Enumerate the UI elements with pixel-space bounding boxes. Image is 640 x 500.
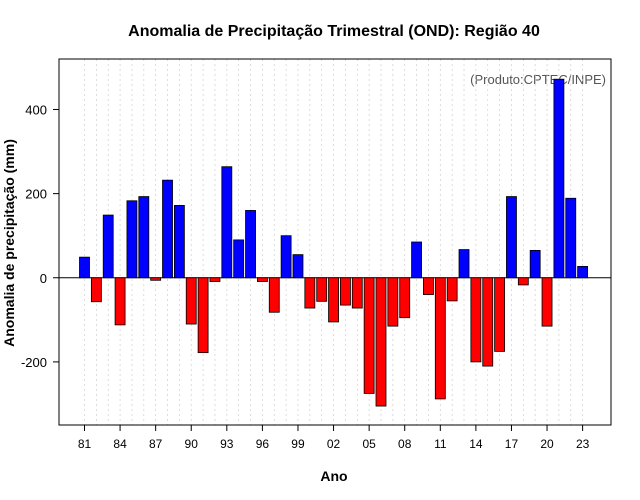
- bar-1982: [90, 277, 102, 303]
- bar-2000: [304, 277, 316, 309]
- bars: [79, 78, 589, 407]
- bar-2007: [387, 277, 399, 327]
- bar-2001: [316, 277, 328, 302]
- bar-1985: [126, 200, 138, 279]
- x-tick-label-14: 14: [469, 437, 483, 451]
- bar-1983: [102, 214, 114, 279]
- product-credit: (Produto:CPTEC/INPE): [470, 72, 606, 87]
- bar-2015: [482, 277, 494, 367]
- x-tick-label-96: 96: [256, 437, 270, 451]
- bar-1988: [162, 179, 173, 279]
- bar-2018: [517, 277, 529, 286]
- x-tick-label-08: 08: [398, 437, 412, 451]
- x-tick-label-81: 81: [78, 437, 92, 451]
- plot-area-frame: [58, 58, 612, 426]
- x-tick-label-93: 93: [220, 437, 234, 451]
- bar-2019: [529, 250, 541, 279]
- bar-2003: [340, 277, 351, 306]
- y-tick-label-0: 0: [40, 271, 47, 286]
- bar-2020: [541, 277, 553, 327]
- bar-1992: [209, 277, 221, 282]
- x-tick-label-87: 87: [149, 437, 163, 451]
- x-tick-label-20: 20: [540, 437, 554, 451]
- bar-1987: [150, 277, 162, 281]
- x-tick-label-05: 05: [362, 437, 376, 451]
- bar-2016: [494, 277, 506, 352]
- bar-1994: [233, 239, 245, 279]
- bar-2011: [434, 277, 446, 400]
- bar-2008: [399, 277, 411, 319]
- bar-2004: [351, 277, 363, 309]
- bar-2006: [375, 277, 387, 407]
- x-tick-label-02: 02: [327, 437, 341, 451]
- y-tick-label--200: -200: [21, 355, 47, 370]
- x-tick-label-23: 23: [576, 437, 590, 451]
- bar-1995: [245, 210, 256, 279]
- bar-2021: [553, 78, 565, 279]
- gridlines: [84, 59, 583, 425]
- x-tick-label-11: 11: [434, 437, 447, 451]
- x-axis: 81 84 87 90 93 96 99 02 05 08 11 14 17 20 23: [78, 425, 590, 451]
- bar-2012: [446, 277, 458, 302]
- x-axis-title: Ano: [320, 468, 347, 484]
- bar-1981: [79, 256, 90, 279]
- bar-2013: [458, 249, 470, 279]
- bar-1993: [221, 166, 233, 279]
- bar-2002: [328, 277, 339, 323]
- bar-2010: [423, 277, 434, 295]
- x-tick-label-99: 99: [291, 437, 305, 451]
- x-tick-label-90: 90: [185, 437, 199, 451]
- x-tick-label-84: 84: [113, 437, 127, 451]
- bar-1999: [292, 254, 304, 279]
- y-axis-title: Anomalia de precipitação (mm): [1, 139, 17, 347]
- bar-2005: [363, 277, 375, 394]
- bar-1991: [197, 277, 209, 354]
- bar-1997: [268, 277, 280, 313]
- y-tick-label-400: 400: [25, 102, 47, 117]
- bar-2017: [506, 196, 517, 279]
- bar-1998: [280, 235, 292, 279]
- bar-2023: [577, 265, 589, 279]
- chart-title: Anomalia de Precipitação Trimestral (OND…: [128, 23, 540, 40]
- bar-1990: [185, 277, 197, 325]
- bar-2009: [411, 241, 422, 279]
- bar-1996: [256, 277, 268, 282]
- bar-2022: [565, 197, 577, 279]
- bar-1986: [138, 196, 150, 279]
- bar-2014: [470, 277, 482, 363]
- x-tick-label-17: 17: [505, 437, 519, 451]
- y-tick-label-200: 200: [25, 187, 47, 202]
- y-axis: -200 0 200 400: [21, 102, 59, 370]
- bar-1984: [114, 277, 126, 326]
- bar-1989: [173, 204, 185, 279]
